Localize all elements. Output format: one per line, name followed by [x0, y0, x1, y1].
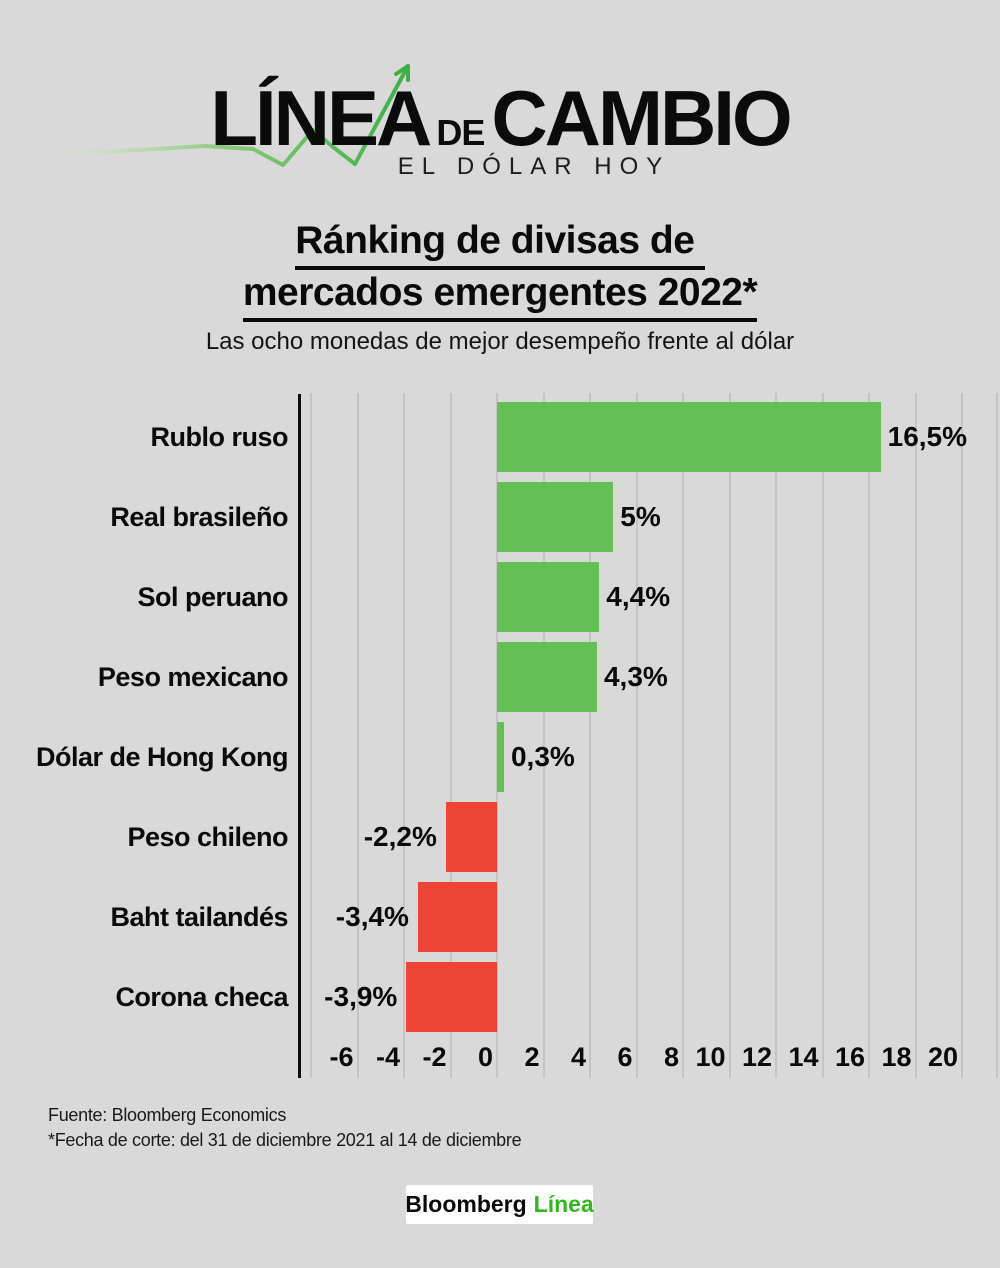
x-tick-label: -4	[375, 1042, 400, 1072]
logo-word-cambio: CAMBIO	[491, 74, 792, 162]
chart-bar	[406, 962, 497, 1032]
logo-word-de: DE	[436, 112, 485, 153]
bloomberg-linea-logo: Bloomberg Línea	[405, 1185, 594, 1224]
gridline	[310, 393, 312, 1078]
logo-word-linea: LÍNEA	[210, 74, 432, 162]
category-label: Corona checa	[115, 982, 288, 1012]
x-tick-label: 0	[477, 1042, 493, 1072]
value-label: 4,3%	[603, 661, 668, 692]
category-label: Baht tailandés	[110, 902, 288, 932]
chart-bar	[497, 722, 504, 792]
value-label: 0,3%	[510, 741, 575, 772]
category-label: Peso mexicano	[97, 662, 289, 692]
chart-bar	[445, 802, 497, 872]
category-label: Peso chileno	[127, 822, 288, 852]
chart-title-line2: mercados emergentes 2022*	[242, 270, 758, 322]
x-tick-label: 10	[695, 1042, 726, 1072]
category-label: Real brasileño	[110, 502, 288, 532]
chart-bar	[417, 882, 497, 952]
x-tick-label: 6	[617, 1042, 633, 1072]
x-tick-label: -2	[422, 1042, 447, 1072]
chart-bar	[497, 642, 597, 712]
gridline	[775, 393, 777, 1078]
chart-bar	[497, 402, 881, 472]
footnote-text: *Fecha de corte: del 31 de diciembre 202…	[48, 1130, 522, 1150]
gridline	[542, 393, 545, 1078]
source-text: Fuente: Bloomberg Economics	[48, 1105, 287, 1125]
gridline	[356, 393, 359, 1078]
x-tick-label: 18	[881, 1042, 912, 1072]
x-tick-label: 4	[570, 1042, 586, 1072]
category-label: Sol peruano	[137, 582, 288, 612]
gridline	[682, 393, 684, 1078]
gridline	[449, 393, 452, 1078]
x-tick-label: 16	[834, 1042, 865, 1072]
gridline	[914, 393, 917, 1078]
value-label: -3,4%	[335, 901, 409, 932]
value-label: 16,5%	[887, 421, 968, 452]
x-tick-label: -6	[329, 1042, 354, 1072]
gridline	[821, 393, 824, 1078]
x-tick-label: 2	[524, 1042, 540, 1072]
category-label: Dólar de Hong Kong	[36, 742, 288, 772]
gridline	[403, 393, 405, 1078]
chart-bar	[497, 562, 600, 632]
gridline	[635, 393, 638, 1078]
trend-line-icon	[68, 64, 410, 167]
x-tick-label: 12	[741, 1042, 772, 1072]
gridline	[996, 393, 998, 1078]
y-axis-line	[298, 394, 301, 1078]
gridline	[728, 393, 731, 1078]
brand-bloomberg: Bloomberg	[405, 1191, 527, 1217]
chart-subtitle: Las ocho monedas de mejor desempeño fren…	[205, 328, 795, 355]
gridline	[961, 393, 963, 1078]
value-label: -3,9%	[324, 981, 398, 1012]
category-label: Rublo ruso	[150, 422, 289, 452]
value-label: -2,2%	[363, 821, 437, 852]
brand-linea: Línea	[533, 1191, 594, 1217]
chart-bar	[497, 482, 614, 552]
value-label: 5%	[620, 501, 661, 532]
logo-linea-de-cambio: LÍNEA DECAMBIO	[0, 72, 1000, 187]
chart-title-line1: Ránking de divisas de	[295, 218, 705, 270]
chart-title: Ránking de divisas de mercados emergente…	[0, 218, 1000, 322]
gridline	[868, 393, 870, 1078]
gridline	[589, 393, 591, 1078]
x-tick-label: 8	[663, 1042, 679, 1072]
value-label: 4,4%	[606, 581, 671, 612]
source-block: Fuente: Bloomberg Economics *Fecha de co…	[48, 1103, 522, 1153]
x-tick-label: 14	[788, 1042, 819, 1072]
x-tick-label: 20	[927, 1042, 958, 1072]
logo-subtitle: EL DÓLAR HOY	[397, 153, 671, 180]
